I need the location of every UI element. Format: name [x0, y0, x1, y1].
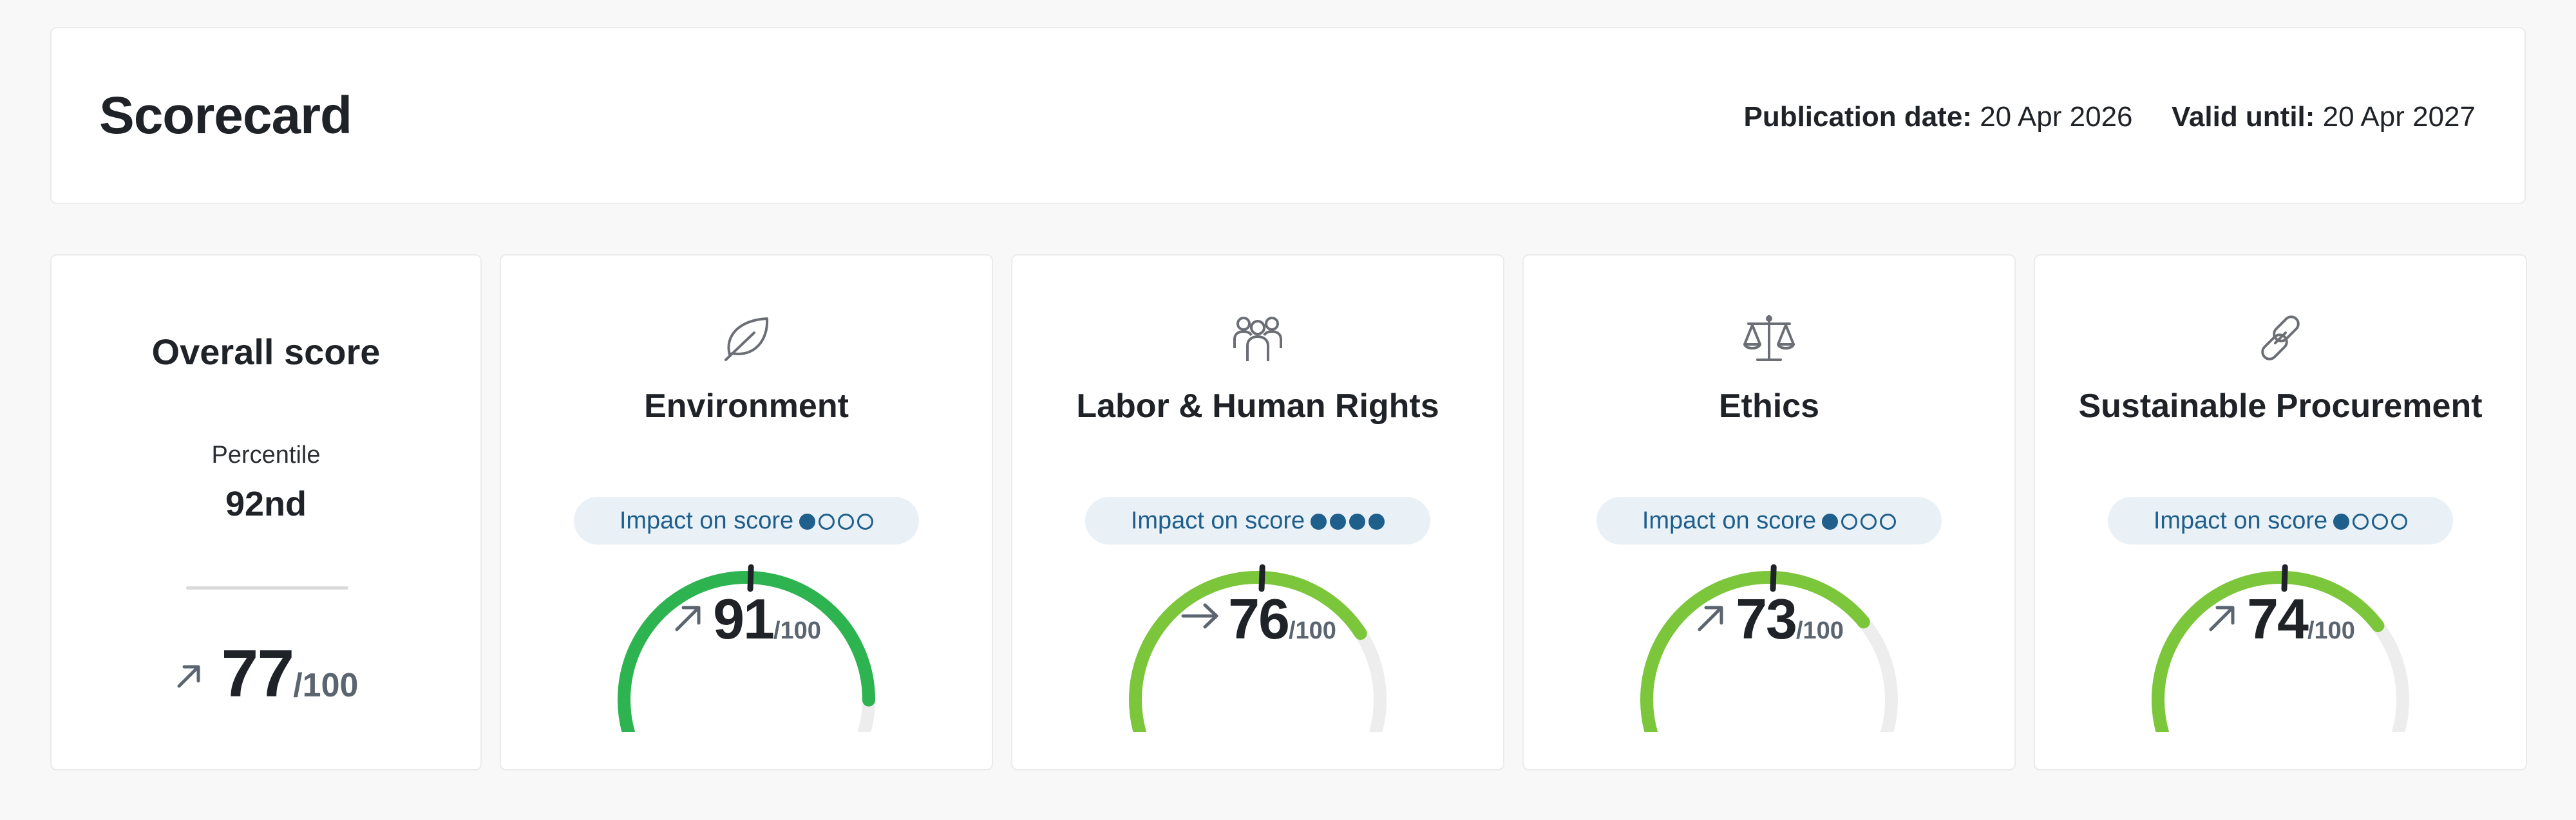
valid-until-value: 20 Apr 2027 [2322, 101, 2476, 133]
score-gauge [1627, 558, 1911, 732]
gauge-fill [618, 571, 876, 732]
category-score-max: /100 [2307, 617, 2355, 644]
gauge-svg [1640, 564, 1898, 732]
impact-dot-filled [1822, 514, 1839, 530]
category-card-sustainable-procurement: Sustainable Procurement Impact on score … [2034, 254, 2527, 770]
impact-label: Impact on score [619, 507, 794, 534]
percentile-label: Percentile [211, 442, 321, 469]
publication-date-value: 20 Apr 2026 [1980, 101, 2133, 133]
category-score-max: /100 [773, 617, 821, 644]
category-score: 76/100 [1012, 584, 1503, 671]
impact-dot-filled [1330, 514, 1347, 530]
impact-dots [1307, 507, 1385, 534]
score-gauge [605, 558, 888, 732]
trend-up-icon [672, 601, 705, 671]
gauge-fill [2152, 571, 2385, 732]
impact-dot-empty [1861, 514, 1877, 530]
category-score: 73/100 [1524, 584, 2014, 671]
dates: Publication date: 20 Apr 2026 Valid unti… [1743, 98, 2476, 136]
category-score: 91/100 [501, 584, 992, 671]
impact-dot-empty [857, 514, 874, 530]
category-score-value: 91 [713, 587, 775, 651]
scale-icon [1739, 308, 1799, 368]
category-card-labor-human-rights: Labor & Human Rights Impact on score 76/… [1011, 254, 1504, 770]
gauge-svg [618, 564, 876, 732]
percentile-value: 92nd [225, 485, 307, 523]
score-gauge [1116, 558, 1399, 732]
trend-up-icon [174, 655, 205, 732]
category-card-ethics: Ethics Impact on score 73/100 [1522, 254, 2016, 770]
impact-dot-empty [838, 514, 855, 530]
impact-dot-filled [1311, 514, 1327, 530]
score-gauge [2139, 558, 2422, 732]
impact-dots [2330, 507, 2408, 534]
impact-label: Impact on score [2153, 507, 2328, 534]
gauge-marker [747, 564, 754, 592]
impact-dot-empty [2391, 514, 2408, 530]
impact-on-score-badge: Impact on score [1596, 497, 1942, 545]
gauge-marker [1770, 564, 1777, 592]
category-score-value: 73 [1736, 587, 1797, 651]
divider [186, 586, 348, 590]
category-title: Ethics [1718, 387, 1820, 425]
impact-dot-empty [819, 514, 835, 530]
trend-up-icon [2206, 601, 2239, 671]
category-title: Environment [644, 387, 849, 425]
impact-dots [796, 507, 874, 534]
overall-score-max: /100 [293, 667, 359, 704]
category-title: Labor & Human Rights [1076, 387, 1439, 425]
overall-score-card: Overall score Percentile 92nd 77/100 [50, 254, 482, 770]
overall-score-title: Overall score [151, 331, 381, 372]
leaf-icon [717, 308, 776, 368]
impact-on-score-badge: Impact on score [574, 497, 919, 545]
impact-dot-empty [1841, 514, 1858, 530]
category-card-environment: Environment Impact on score 91/100 [500, 254, 993, 770]
impact-dot-empty [2353, 514, 2369, 530]
impact-on-score-badge: Impact on score [2108, 497, 2453, 545]
category-score: 74/100 [2035, 584, 2526, 671]
impact-dot-filled [1368, 514, 1385, 530]
impact-dot-filled [1349, 514, 1366, 530]
header-card: Scorecard Publication date: 20 Apr 2026 … [50, 27, 2526, 204]
publication-date-label: Publication date: [1743, 101, 1972, 133]
valid-until-label: Valid until: [2171, 101, 2315, 133]
overall-score-value: 77 [221, 637, 295, 711]
category-score-value: 74 [2247, 587, 2309, 651]
impact-dot-empty [2372, 514, 2389, 530]
people-icon [1228, 308, 1287, 368]
gauge-marker [2281, 564, 2288, 592]
trend-up-icon [1694, 601, 1728, 671]
category-score-value: 76 [1228, 587, 1290, 651]
page-title: Scorecard [99, 86, 352, 145]
impact-label: Impact on score [1642, 507, 1817, 534]
impact-dot-empty [1880, 514, 1897, 530]
impact-dot-filled [799, 514, 816, 530]
gauge-svg [2152, 564, 2409, 732]
category-title: Sustainable Procurement [2078, 387, 2483, 425]
trend-flat-icon [1179, 600, 1222, 671]
impact-dots [1819, 507, 1897, 534]
gauge-svg [1129, 564, 1387, 732]
category-score-max: /100 [1288, 617, 1336, 644]
gauge-fill [1640, 571, 1870, 732]
link-icon [2251, 308, 2310, 368]
category-score-max: /100 [1795, 617, 1844, 644]
overall-score: 77/100 [52, 635, 480, 732]
impact-label: Impact on score [1130, 507, 1305, 534]
impact-on-score-badge: Impact on score [1085, 497, 1430, 545]
gauge-fill [1129, 571, 1367, 732]
impact-dot-filled [2333, 514, 2350, 530]
